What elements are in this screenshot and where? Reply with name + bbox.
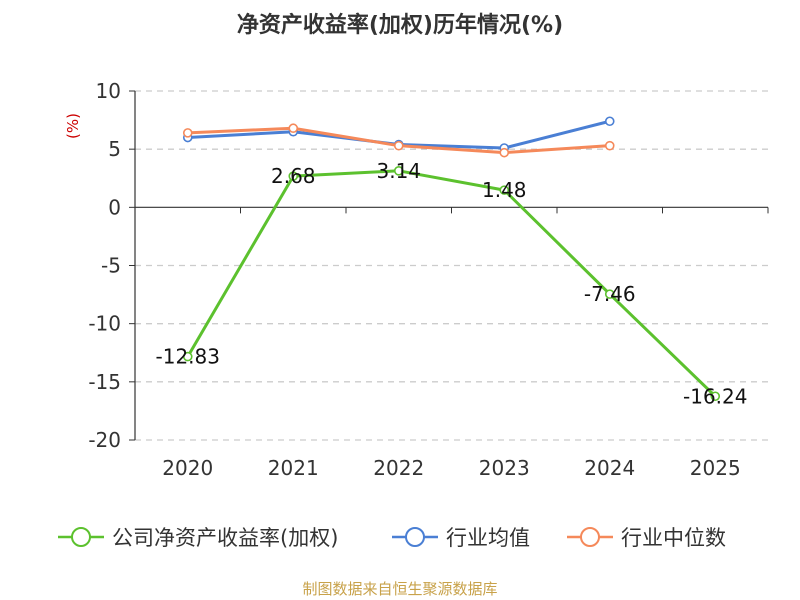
chart-title: 净资产收益率(加权)历年情况(%) xyxy=(237,12,563,38)
y-tick-label-1: 5 xyxy=(108,137,121,161)
series-2-point-0 xyxy=(182,128,193,138)
series-0-point-2 xyxy=(393,166,404,176)
y-tick-label-6: -20 xyxy=(88,428,121,452)
legend-label-1: 行业均值 xyxy=(446,526,530,550)
series-group xyxy=(182,116,721,402)
y-axis-unit-label: (%) xyxy=(64,113,82,139)
gridlines xyxy=(135,90,768,441)
data-labels: -12.83 2.68 3.14 1.48 -7.46 -16.24 xyxy=(156,159,748,408)
legend-label-0: 公司净资产收益率(加权) xyxy=(112,526,338,550)
data-label-2021: 2.68 xyxy=(271,164,316,188)
x-tick-label-2022: 2022 xyxy=(373,456,424,480)
legend-marker-2 xyxy=(580,527,600,547)
x-tick-label-2023: 2023 xyxy=(479,456,530,480)
y-tick-label-0: 10 xyxy=(96,79,121,103)
data-label-2024: -7.46 xyxy=(584,282,636,306)
x-tick-label-2024: 2024 xyxy=(584,456,635,480)
series-0-point-1 xyxy=(288,171,299,181)
legend-marker-0 xyxy=(71,527,91,547)
legend: 公司净资产收益率(加权) 行业均值 行业中位数 xyxy=(58,526,726,550)
series-0-point-0 xyxy=(182,351,193,362)
data-label-2022: 3.14 xyxy=(376,159,421,183)
source-note: 制图数据来自恒生聚源数据库 xyxy=(302,580,497,598)
series-2-point-4 xyxy=(604,140,615,151)
y-tick-label-3: -5 xyxy=(101,254,121,278)
series-1-point-4 xyxy=(604,116,615,127)
series-0-point-3 xyxy=(499,185,510,195)
x-tick-label-2025: 2025 xyxy=(690,456,741,480)
series-2-point-3 xyxy=(499,147,510,158)
data-label-2025: -16.24 xyxy=(683,384,747,408)
series-0-point-4 xyxy=(604,289,615,299)
series-2-point-1 xyxy=(288,123,299,134)
legend-marker-1 xyxy=(405,527,425,547)
axes: 10 5 0 -5 -10 -15 -20 2020 2021 2022 2023 2024 2025 xyxy=(88,79,769,480)
series-line-0 xyxy=(186,169,717,398)
y-tick-label-4: -10 xyxy=(88,312,121,336)
y-tick-label-2: 0 xyxy=(108,195,121,219)
x-tick-label-2021: 2021 xyxy=(268,456,319,480)
x-tick-label-2020: 2020 xyxy=(162,456,213,480)
data-label-2023: 1.48 xyxy=(482,178,527,202)
data-label-2020: -12.83 xyxy=(156,345,220,369)
series-0-point-5 xyxy=(710,391,721,402)
legend-label-2: 行业中位数 xyxy=(621,526,726,550)
y-tick-label-5: -15 xyxy=(88,370,121,394)
series-2-point-2 xyxy=(393,140,404,151)
